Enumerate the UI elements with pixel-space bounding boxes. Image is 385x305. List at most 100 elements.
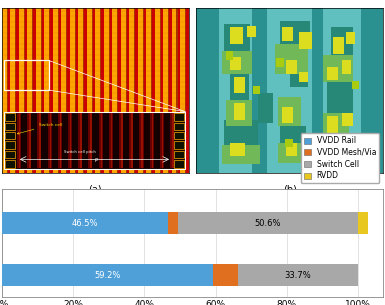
- Bar: [178, 212, 358, 234]
- Bar: [234, 77, 245, 93]
- Bar: [224, 120, 258, 156]
- Bar: [278, 143, 305, 163]
- Bar: [172, 113, 174, 168]
- Bar: [39, 113, 41, 168]
- Bar: [61, 8, 66, 173]
- Bar: [36, 8, 40, 173]
- Bar: [230, 143, 245, 156]
- Bar: [126, 8, 127, 173]
- Bar: [4, 112, 185, 169]
- Bar: [70, 113, 72, 168]
- Bar: [58, 8, 59, 173]
- Text: Switch cell pitch: Switch cell pitch: [64, 150, 96, 154]
- Text: 50.6%: 50.6%: [255, 218, 281, 228]
- Bar: [174, 142, 184, 149]
- Bar: [121, 113, 122, 168]
- Bar: [60, 113, 61, 168]
- Bar: [5, 113, 15, 120]
- Bar: [47, 113, 52, 168]
- Bar: [139, 113, 144, 168]
- Bar: [286, 143, 297, 156]
- Bar: [109, 8, 110, 173]
- Bar: [174, 123, 184, 130]
- Text: p: p: [94, 157, 97, 162]
- Bar: [174, 132, 184, 139]
- Bar: [162, 113, 163, 168]
- Bar: [323, 113, 350, 136]
- Bar: [196, 8, 219, 173]
- Bar: [58, 113, 62, 168]
- Legend: VVDD Rail, VVDD Mesh/Via, Switch Cell, RVDD: VVDD Rail, VVDD Mesh/Via, Switch Cell, R…: [301, 133, 379, 183]
- Bar: [5, 142, 15, 149]
- Bar: [53, 8, 58, 173]
- Bar: [163, 8, 168, 173]
- Bar: [213, 264, 238, 286]
- Bar: [346, 32, 355, 44]
- Bar: [117, 8, 118, 173]
- Bar: [223, 145, 260, 164]
- Bar: [226, 100, 252, 126]
- Bar: [234, 103, 245, 120]
- Bar: [174, 151, 184, 158]
- Bar: [89, 113, 92, 168]
- Bar: [68, 113, 72, 168]
- Bar: [138, 8, 142, 173]
- Bar: [119, 113, 123, 168]
- Bar: [280, 21, 310, 44]
- Bar: [253, 86, 260, 94]
- Bar: [226, 51, 233, 59]
- Bar: [160, 113, 164, 168]
- Bar: [111, 113, 112, 168]
- Bar: [134, 8, 136, 173]
- Bar: [331, 143, 344, 156]
- Bar: [247, 26, 256, 37]
- Bar: [29, 113, 31, 168]
- Bar: [23, 8, 25, 173]
- Bar: [159, 8, 161, 173]
- Bar: [185, 8, 186, 173]
- Bar: [152, 113, 153, 168]
- Bar: [19, 8, 23, 173]
- Bar: [109, 113, 113, 168]
- Bar: [10, 8, 15, 173]
- Bar: [142, 8, 144, 173]
- Bar: [282, 27, 293, 41]
- Bar: [50, 113, 51, 168]
- Bar: [167, 212, 178, 234]
- Bar: [142, 113, 143, 168]
- Bar: [75, 8, 76, 173]
- Bar: [312, 8, 323, 173]
- Bar: [27, 8, 32, 173]
- Bar: [95, 8, 100, 173]
- Bar: [282, 106, 293, 123]
- Bar: [129, 113, 133, 168]
- Bar: [258, 93, 273, 123]
- Bar: [70, 8, 75, 173]
- Bar: [252, 8, 267, 173]
- Bar: [323, 56, 353, 82]
- Bar: [87, 8, 92, 173]
- Bar: [129, 8, 134, 173]
- Bar: [299, 32, 312, 49]
- Bar: [151, 8, 152, 173]
- Bar: [170, 113, 174, 168]
- Bar: [172, 8, 176, 173]
- Text: (b): (b): [283, 184, 296, 194]
- Bar: [224, 24, 250, 54]
- Bar: [100, 113, 102, 168]
- Bar: [32, 8, 33, 173]
- Bar: [238, 264, 358, 286]
- Bar: [333, 37, 344, 54]
- Bar: [150, 113, 154, 168]
- Bar: [230, 67, 249, 103]
- Bar: [327, 133, 353, 160]
- Bar: [342, 113, 353, 126]
- Bar: [299, 72, 308, 82]
- Bar: [286, 60, 297, 74]
- Bar: [174, 113, 184, 120]
- Bar: [155, 8, 159, 173]
- Bar: [78, 113, 82, 168]
- Text: 33.7%: 33.7%: [285, 271, 311, 280]
- Bar: [278, 97, 301, 126]
- Bar: [174, 160, 184, 168]
